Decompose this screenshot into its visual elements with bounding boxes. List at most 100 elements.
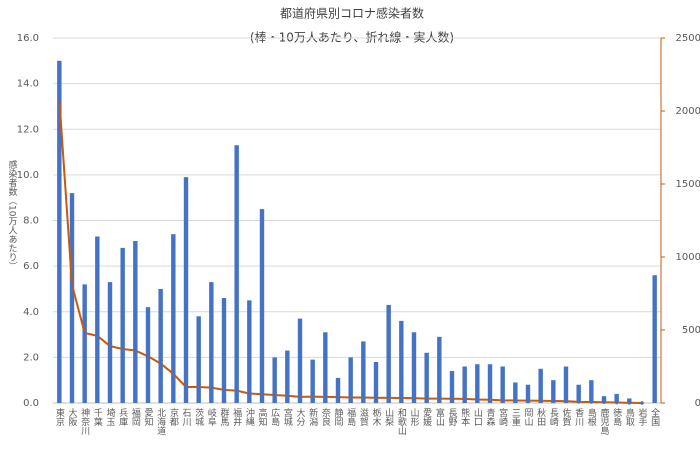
line-point (450, 396, 454, 401)
y-tick-label: 6.0 (23, 261, 39, 272)
bar (247, 300, 252, 403)
x-tick-label: 愛媛 (421, 407, 432, 427)
line-point (475, 397, 480, 402)
x-tick-label: 新潟 (307, 407, 318, 427)
bar (57, 60, 62, 403)
x-tick-label: 北海道 (155, 408, 166, 436)
line-point (424, 396, 429, 401)
bar (196, 316, 201, 403)
bar (348, 357, 353, 403)
bar (323, 332, 328, 403)
y2-tick-label: 2000 (676, 106, 700, 117)
line-point (614, 400, 619, 405)
bar (310, 359, 315, 403)
bar (272, 357, 277, 403)
bar (234, 145, 239, 403)
x-tick-label: 石川 (181, 408, 192, 426)
x-tick-label: 福岡 (130, 407, 141, 427)
x-tick-label: 島根 (586, 407, 597, 427)
x-tick-label: 埼玉 (105, 407, 116, 426)
bar (576, 384, 581, 403)
line-point (386, 396, 391, 400)
line-point (640, 401, 644, 405)
bar (386, 304, 391, 403)
bar (259, 209, 265, 403)
x-tick-label: 山形 (409, 408, 420, 427)
x-tick-label: 熊本 (459, 407, 470, 427)
line-point (361, 395, 366, 400)
x-tick-label: 福島 (345, 407, 356, 427)
y-tick-label: 16.0 (17, 33, 39, 44)
line-point (171, 372, 176, 376)
y-tick-label: 0.0 (23, 398, 39, 409)
line-point (576, 400, 581, 404)
x-tick-label: 富山 (434, 407, 445, 426)
bar (133, 241, 138, 403)
line-point (310, 394, 315, 399)
line-point (146, 354, 150, 359)
line-point (323, 395, 328, 399)
x-tick-label: 東京 (54, 407, 64, 427)
x-tick-label: 岐阜 (206, 407, 217, 427)
bar (69, 193, 75, 403)
bar (95, 236, 100, 403)
x-tick-label: 秋田 (535, 407, 546, 427)
x-tick-label: 滋賀 (358, 407, 369, 427)
x-tick-label: 沖縄 (244, 407, 255, 426)
line-point (260, 392, 264, 397)
y2-tick-label: 1000 (676, 252, 700, 263)
line-point (526, 398, 530, 403)
y-tick-label: 8.0 (23, 216, 39, 227)
y-tick-label: 14.0 (17, 79, 39, 90)
x-tick-label: 鹿児島 (599, 407, 610, 436)
bar (221, 298, 227, 403)
bar (601, 396, 607, 403)
line-point (158, 361, 163, 366)
x-tick-label: 岡山 (523, 408, 534, 426)
bar (563, 366, 569, 403)
x-tick-label: 栃木 (371, 407, 382, 427)
x-tick-label: 群馬 (219, 407, 230, 427)
x-tick-label: 大分 (295, 407, 306, 427)
x-tick-label: 三重 (510, 408, 521, 426)
bar (297, 318, 303, 403)
bar (335, 377, 341, 403)
line-point (272, 393, 277, 397)
line-point (500, 398, 505, 403)
line-point (82, 331, 87, 335)
line-point (184, 385, 188, 389)
x-tick-label: 山梨 (383, 408, 394, 427)
x-tick-label: 愛知 (143, 407, 154, 427)
y-tick-label: 10.0 (17, 170, 39, 181)
y2-tick-label: 1500 (676, 179, 700, 190)
x-tick-label: 長崎 (548, 408, 559, 426)
line-point (133, 348, 138, 353)
line-point (298, 395, 302, 399)
bar (513, 382, 518, 403)
x-tick-label: 京都 (168, 407, 179, 427)
bar (183, 177, 189, 403)
bar (424, 352, 429, 403)
x-tick-label: 千葉 (92, 408, 103, 427)
bar (551, 380, 556, 403)
bar (361, 341, 366, 403)
line-point (589, 400, 594, 404)
x-tick-label: 大阪 (67, 407, 78, 427)
x-tick-label: 徳島 (611, 407, 622, 427)
line-point (108, 344, 112, 348)
bar (158, 288, 163, 403)
x-tick-label: 和歌山 (396, 408, 407, 435)
line-point (513, 398, 518, 403)
x-tick-label: 茨城 (193, 407, 204, 427)
line-point (564, 399, 568, 403)
line-point (412, 396, 416, 400)
line-point (120, 347, 125, 351)
x-tick-label: 福井 (231, 407, 242, 427)
line-point (488, 397, 492, 402)
bar (285, 350, 290, 403)
bar (399, 320, 404, 403)
y2-tick-label: 2500 (676, 33, 700, 44)
line-point (627, 401, 632, 405)
line-point (399, 396, 404, 400)
x-tick-label: 山口 (472, 408, 483, 426)
